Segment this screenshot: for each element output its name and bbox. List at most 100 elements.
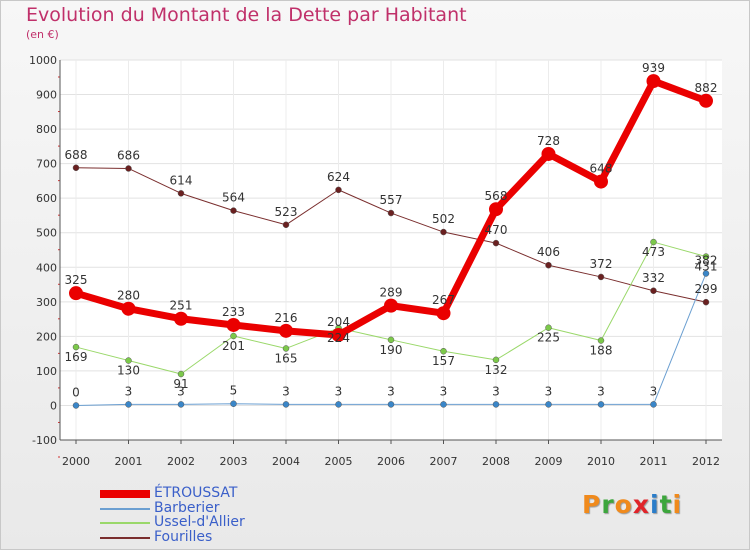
data-label: 614 (170, 173, 193, 187)
x-tick-label: 2002 (167, 455, 195, 468)
data-point (335, 186, 342, 194)
data-point (125, 165, 132, 172)
data-point (335, 401, 342, 408)
data-label: 251 (170, 299, 193, 313)
x-tick-label: 2005 (325, 455, 353, 468)
data-label: 624 (327, 170, 350, 184)
data-point (702, 253, 710, 260)
data-point (72, 343, 80, 351)
data-point (597, 273, 605, 281)
data-point (492, 401, 500, 408)
data-point (541, 146, 556, 161)
data-label: 188 (590, 344, 613, 358)
data-point (387, 209, 395, 217)
data-point (282, 345, 290, 352)
data-point (492, 239, 500, 247)
y-tick-label: 900 (36, 89, 57, 102)
data-point (650, 287, 657, 295)
data-point (702, 298, 710, 306)
data-point (125, 401, 132, 408)
data-point (279, 323, 293, 338)
legend-label: ÉTROUSSAT (154, 485, 238, 501)
data-label: 201 (222, 339, 245, 353)
data-label: 3 (177, 384, 185, 398)
data-label: 686 (117, 148, 140, 162)
data-label: 939 (642, 61, 665, 75)
data-label: 3 (335, 384, 343, 398)
x-tick-label: 2008 (482, 455, 510, 468)
data-point (282, 401, 290, 408)
data-point (331, 327, 346, 342)
data-label: 225 (537, 331, 560, 345)
data-point (72, 164, 80, 172)
data-point (489, 202, 503, 217)
data-label: 325 (65, 273, 88, 287)
x-tick-label: 2006 (377, 455, 405, 468)
data-label: 169 (65, 350, 88, 364)
legend-label: Ussel-d'Allier (154, 514, 245, 530)
data-label: 289 (380, 286, 403, 300)
data-label: 431 (695, 260, 718, 274)
data-label: 190 (380, 343, 403, 357)
data-label: 3 (282, 384, 290, 398)
data-label: 165 (275, 351, 298, 365)
data-label: 470 (485, 223, 508, 237)
data-point (699, 93, 713, 108)
legend-swatch (100, 490, 150, 498)
y-tick-label: -100 (32, 434, 57, 447)
data-label: 3 (440, 384, 448, 398)
data-point (545, 261, 552, 269)
data-label: 130 (117, 364, 140, 378)
x-tick-label: 2003 (220, 455, 248, 468)
data-label: 332 (642, 271, 665, 285)
data-point (440, 401, 447, 408)
legend-swatch (100, 522, 150, 524)
data-point (545, 324, 552, 331)
logo-letter: i (650, 490, 660, 519)
proxiti-logo: Proxiti (582, 490, 682, 519)
data-point (174, 311, 188, 326)
data-label: 688 (65, 148, 88, 162)
data-label: 557 (380, 193, 403, 207)
chart-title: Evolution du Montant de la Dette par Hab… (26, 4, 467, 26)
data-label: 3 (125, 384, 133, 398)
data-point (594, 174, 608, 189)
data-point (230, 400, 237, 407)
unit-label: (en €) (26, 28, 59, 41)
data-point (69, 286, 83, 301)
data-label: 299 (695, 282, 718, 296)
x-tick-label: 2000 (62, 455, 90, 468)
data-label: 3 (387, 384, 395, 398)
data-label: 473 (642, 245, 665, 259)
y-tick-label: 1000 (29, 54, 57, 67)
x-tick-label: 2009 (535, 455, 563, 468)
data-label: 224 (327, 331, 350, 345)
y-tick-label: 800 (36, 123, 57, 136)
data-point (177, 370, 185, 378)
data-point (597, 401, 605, 408)
legend-swatch (100, 536, 150, 539)
y-tick-label: 600 (36, 192, 57, 205)
y-tick-label: 200 (36, 330, 57, 343)
data-label: 5 (230, 384, 238, 398)
data-label: 132 (485, 363, 508, 377)
data-point (282, 221, 290, 229)
data-label: 882 (695, 81, 718, 95)
data-point (492, 356, 500, 364)
data-label: 568 (485, 189, 508, 203)
x-tick-label: 2012 (692, 455, 720, 468)
data-point (702, 270, 710, 277)
data-label: 523 (275, 205, 298, 219)
data-point (440, 347, 447, 355)
data-point (230, 207, 237, 214)
data-point (177, 190, 185, 197)
data-label: 3 (545, 384, 553, 398)
legend-swatch (100, 507, 150, 510)
logo-letter: o (614, 490, 633, 519)
data-point (545, 401, 552, 408)
data-label: 564 (222, 191, 245, 205)
data-label: 3 (650, 384, 658, 398)
data-label: 3 (597, 384, 605, 398)
x-tick-label: 2001 (115, 455, 143, 468)
data-point (72, 402, 80, 409)
